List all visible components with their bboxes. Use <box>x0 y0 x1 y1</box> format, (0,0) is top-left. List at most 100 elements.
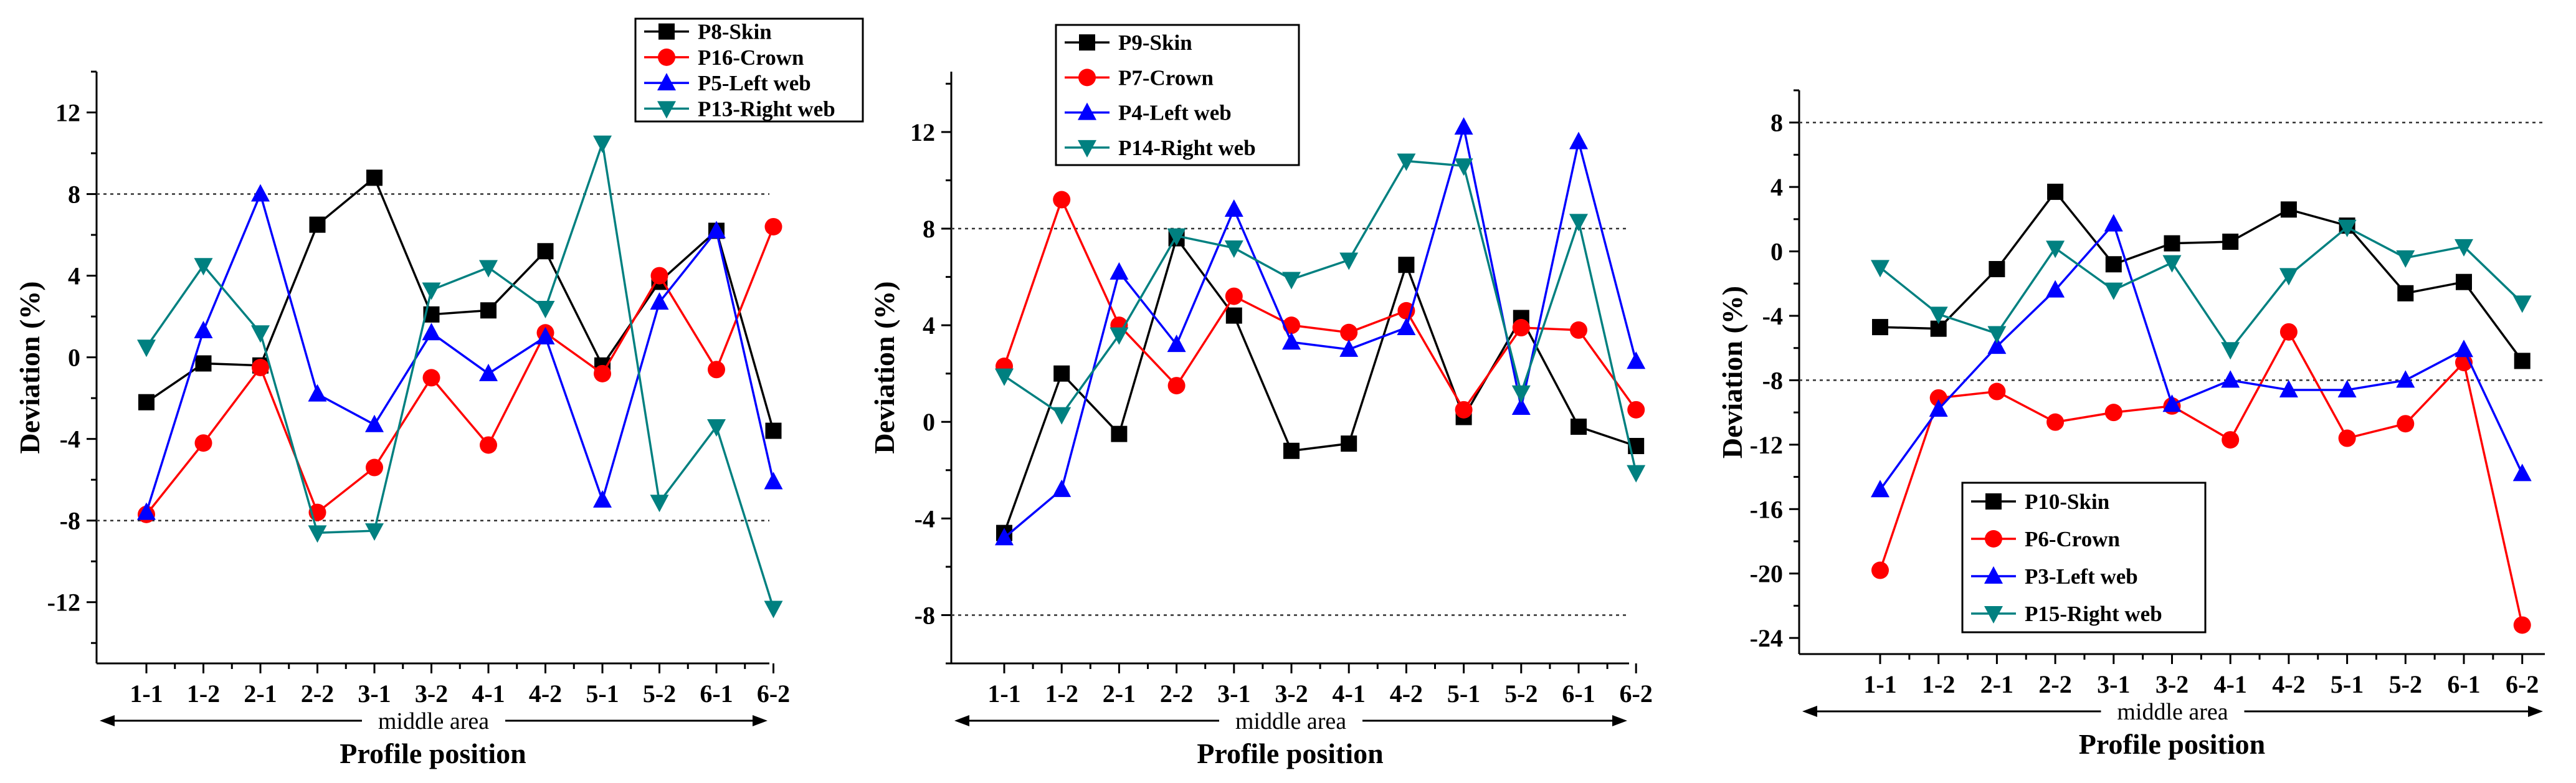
data-point <box>2455 239 2473 257</box>
series-p16-crown <box>138 217 782 523</box>
legend-swatch-marker <box>1984 606 2003 624</box>
data-point <box>1570 321 1587 339</box>
middle-area-label: middle area <box>1235 708 1346 734</box>
data-point <box>995 528 1014 546</box>
x-tick-label: 5-2 <box>643 680 676 708</box>
x-tick-label: 3-1 <box>1217 680 1250 708</box>
x-tick-label: 3-2 <box>1275 680 1308 708</box>
y-tick-label: -4 <box>1762 302 1783 330</box>
data-point <box>764 472 783 490</box>
data-point <box>1225 287 1243 305</box>
data-point <box>1340 323 1358 341</box>
data-point <box>2337 379 2357 397</box>
series-line <box>1879 330 2524 625</box>
chart-3: -24 -20 -16 -12 -8 -4 0 4 8 1-1 1-2 2-1 2-2 3-1 3-2 4-1… <box>1716 89 2545 760</box>
data-point <box>1397 318 1416 336</box>
y-tick-label: -8 <box>60 507 80 535</box>
legend-swatch-marker <box>657 73 676 91</box>
data-point <box>2162 255 2182 273</box>
data-point <box>1454 117 1473 135</box>
data-point <box>2397 415 2415 433</box>
data-point <box>764 217 782 235</box>
data-point <box>708 361 725 379</box>
data-point <box>2162 394 2182 412</box>
y-tick-label: -20 <box>1750 560 1783 588</box>
data-point <box>137 502 156 520</box>
x-tick-label: 1-1 <box>130 680 163 708</box>
data-point <box>479 260 498 278</box>
series-p3-left-web <box>1871 214 2532 498</box>
data-point <box>1339 339 1359 357</box>
data-point <box>1627 465 1646 483</box>
data-point <box>2396 250 2415 268</box>
x-tick-label: 1-1 <box>1863 670 1896 698</box>
data-point <box>1053 191 1071 209</box>
x-tick-label: 6-1 <box>700 680 733 708</box>
x-tick-label: 6-2 <box>1620 680 1653 708</box>
data-point <box>650 267 668 285</box>
arrowhead-right <box>753 715 768 726</box>
x-tick-label: 5-1 <box>586 680 619 708</box>
data-point <box>2456 273 2472 290</box>
arrowhead-left <box>100 715 115 726</box>
x-tick-label: 4-2 <box>1390 680 1423 708</box>
data-point <box>1341 435 1357 452</box>
data-point <box>2455 339 2473 358</box>
data-point <box>479 363 498 381</box>
series-p4-left-web <box>995 117 1646 546</box>
series-line <box>1004 159 1637 473</box>
data-point <box>2512 463 2532 482</box>
data-point <box>1282 332 1301 350</box>
data-point <box>536 326 555 344</box>
x-tick-label: 2-1 <box>1103 680 1136 708</box>
legend-swatch-marker <box>1985 530 2002 548</box>
y-axis-title: Deviation (%) <box>868 281 900 453</box>
data-point <box>1988 382 2006 401</box>
y-tick-label: 12 <box>910 118 935 146</box>
x-axis-title: Profile position <box>2079 728 2265 760</box>
series-p8-skin <box>138 169 782 439</box>
data-point <box>650 292 669 310</box>
data-point <box>366 169 383 186</box>
legend-entry: P15-Right web <box>2025 602 2162 626</box>
y-tick-label: 4 <box>923 311 935 339</box>
data-point <box>1511 385 1531 403</box>
x-tick-label: 3-1 <box>2097 670 2130 698</box>
x-axis-title: Profile position <box>340 738 526 769</box>
data-point <box>707 221 726 239</box>
x-tick-label: 5-2 <box>1504 680 1538 708</box>
y-tick-label: 0 <box>923 408 935 436</box>
data-point <box>1627 351 1646 369</box>
middle-area-label: middle area <box>2117 699 2228 725</box>
x-tick-label: 1-2 <box>187 680 220 708</box>
data-point <box>195 355 212 372</box>
series-line <box>1003 235 1637 534</box>
data-point <box>422 369 440 387</box>
y-tick-label: 8 <box>68 181 80 209</box>
x-tick-label: 2-1 <box>244 680 277 708</box>
data-point <box>137 339 156 358</box>
data-point <box>593 135 612 153</box>
data-point <box>2512 295 2532 313</box>
data-point <box>1929 306 1948 325</box>
arrowhead-right <box>2528 706 2543 717</box>
data-point <box>1989 261 2005 278</box>
x-tick-label: 6-2 <box>2506 670 2539 698</box>
x-tick-label: 4-2 <box>529 680 562 708</box>
data-point <box>1398 257 1415 273</box>
x-axis-title: Profile position <box>1197 738 1383 769</box>
data-point <box>1455 401 1473 419</box>
data-point <box>1454 158 1473 176</box>
x-tick-label: 5-1 <box>2331 670 2364 698</box>
data-point <box>2337 219 2357 237</box>
legend-swatch-marker <box>658 23 675 40</box>
data-point <box>1929 399 1948 417</box>
arrowhead-right <box>1612 715 1627 726</box>
y-tick-label: -8 <box>1762 366 1783 394</box>
legend-box <box>1961 482 2207 634</box>
series-line <box>1003 196 1637 412</box>
arrowhead-left <box>1802 706 1817 717</box>
data-point <box>252 359 269 376</box>
series-line <box>145 143 775 609</box>
data-point <box>707 419 726 437</box>
